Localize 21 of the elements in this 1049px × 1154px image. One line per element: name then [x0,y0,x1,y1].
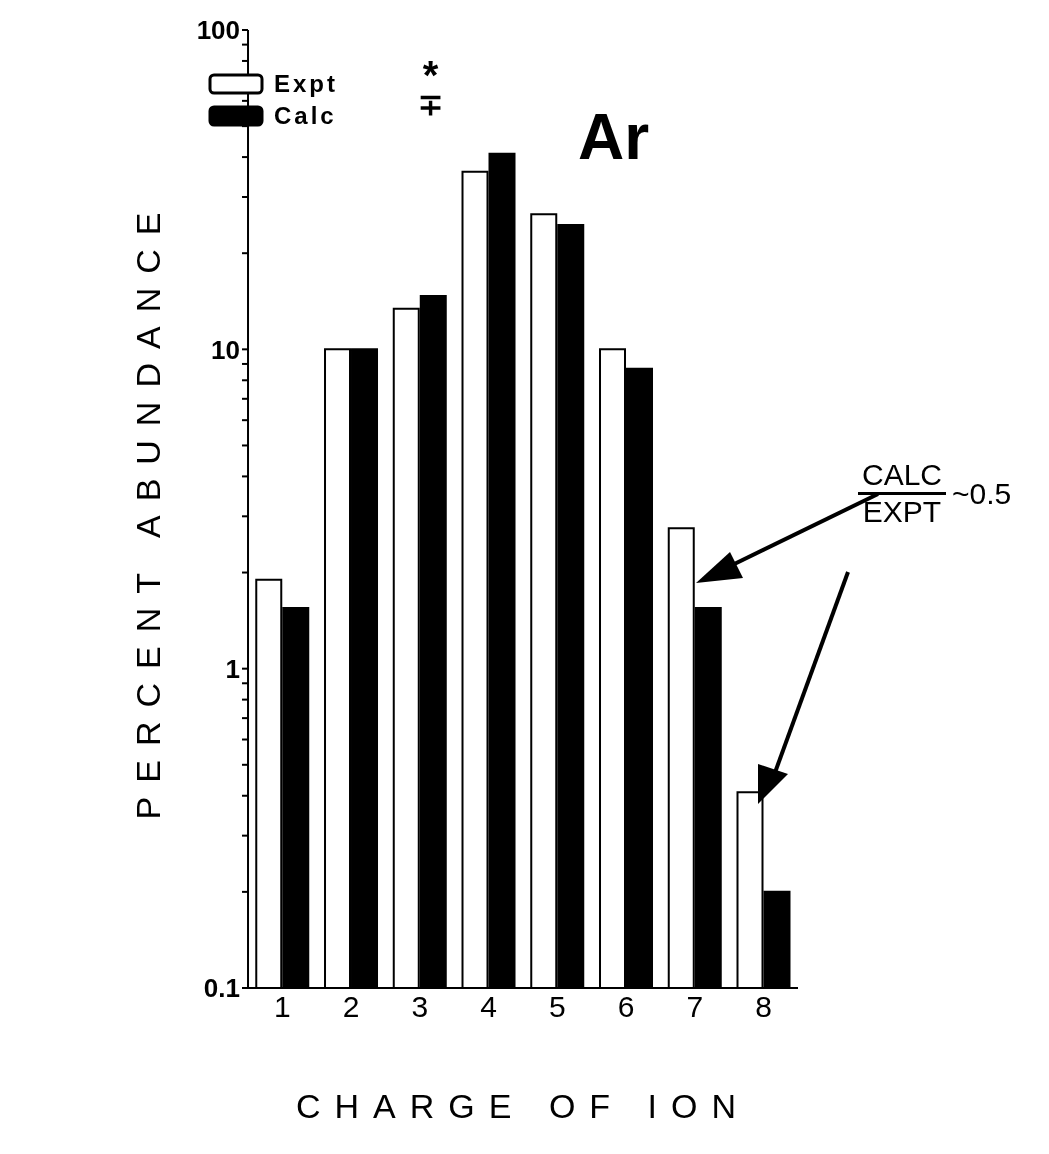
x-axis-title: CHARGE OF ION [295,1087,751,1125]
y-tick-label: 10 [211,334,241,365]
x-tick-label: 6 [617,990,635,1024]
y-axis-title: PERCENT ABUNDANCE [129,198,168,820]
x-tick-label: 3 [411,990,429,1024]
x-tick-label: 5 [549,990,566,1024]
y-tick-label: 0.1 [203,973,241,1004]
y-tick-label: 1 [225,653,241,684]
x-tick-label: 7 [686,990,704,1024]
legend-label: Calc [274,102,337,130]
x-tick-label: 4 [480,990,497,1024]
annotation: ∓ [418,88,443,121]
x-tick-label: 2 [342,990,360,1024]
text: CALC [858,458,947,495]
y-tick-label: 100 [196,15,241,46]
legend-label: Expt [274,70,339,98]
annotation: Ar [578,100,650,174]
x-tick-label: 8 [755,990,772,1024]
text: EXPT [861,495,943,529]
text: ~0.5 [952,476,1012,511]
x-tick-label: 1 [274,990,291,1024]
